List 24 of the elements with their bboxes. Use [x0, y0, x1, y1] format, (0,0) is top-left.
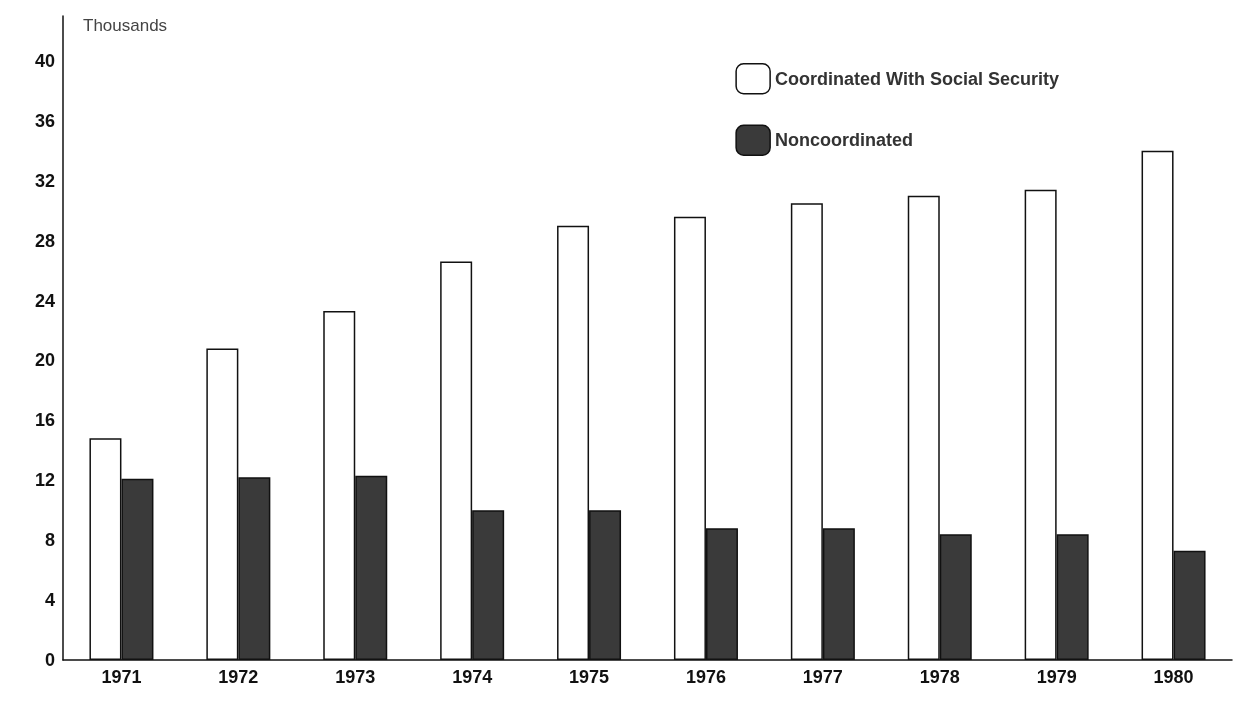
x-tick-label: 1976 — [685, 667, 726, 687]
y-tick-label: 20 — [34, 350, 55, 371]
x-tick-label: 1972 — [218, 667, 259, 687]
y-tick-label: 32 — [34, 170, 55, 191]
legend-label: Noncoordinated — [775, 130, 914, 151]
legend-label: Coordinated With Social Security — [775, 68, 1060, 89]
x-tick-label: 1973 — [335, 667, 376, 687]
x-tick-label: 1971 — [101, 667, 142, 687]
y-tick-label: 4 — [44, 590, 55, 611]
y-tick-label: 28 — [34, 230, 55, 251]
x-tick-label: 1974 — [452, 667, 493, 687]
y-tick-label: 16 — [34, 410, 55, 431]
y-tick-label: 36 — [34, 110, 55, 131]
x-tick-label: 1978 — [919, 667, 960, 687]
y-tick-label: 0 — [44, 650, 55, 670]
x-tick-label: 1979 — [1036, 667, 1077, 687]
x-tick-label: 1975 — [569, 667, 610, 687]
y-axis-title: Thousands — [83, 16, 168, 35]
x-tick-label: 1980 — [1153, 667, 1194, 687]
y-tick-label: 24 — [34, 290, 55, 311]
y-tick-label: 12 — [34, 470, 55, 491]
x-tick-label: 1977 — [802, 667, 843, 687]
y-tick-label: 40 — [34, 50, 55, 71]
y-tick-label: 8 — [44, 530, 55, 551]
